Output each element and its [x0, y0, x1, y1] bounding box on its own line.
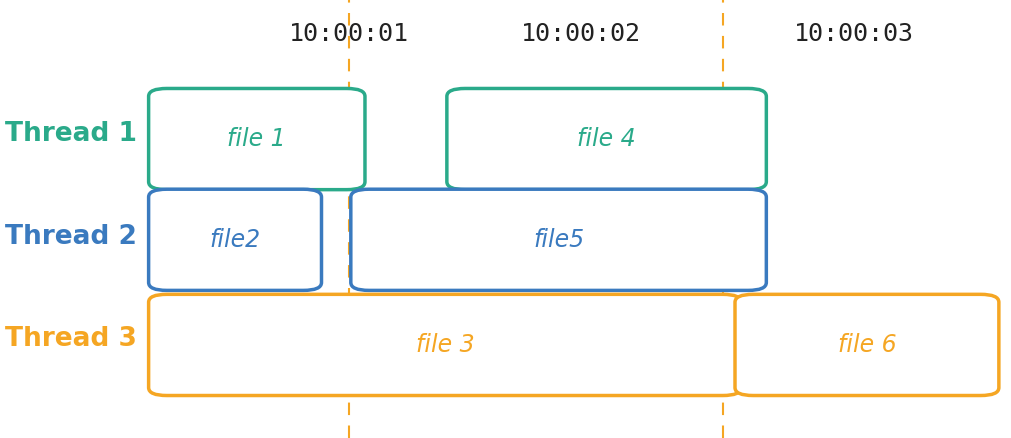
FancyBboxPatch shape — [149, 189, 321, 290]
FancyBboxPatch shape — [735, 294, 999, 396]
Text: Thread 1: Thread 1 — [5, 120, 137, 147]
Text: file2: file2 — [209, 228, 261, 252]
Text: file 4: file 4 — [577, 127, 636, 151]
FancyBboxPatch shape — [149, 294, 741, 396]
Text: file5: file5 — [533, 228, 584, 252]
Text: file 3: file 3 — [416, 333, 474, 357]
FancyBboxPatch shape — [351, 189, 766, 290]
FancyBboxPatch shape — [149, 88, 365, 190]
Text: 10:00:02: 10:00:02 — [522, 22, 641, 46]
Text: file 1: file 1 — [227, 127, 286, 151]
Text: Thread 3: Thread 3 — [5, 326, 136, 353]
Text: Thread 2: Thread 2 — [5, 223, 136, 250]
Text: 10:00:03: 10:00:03 — [795, 22, 914, 46]
FancyBboxPatch shape — [447, 88, 766, 190]
Text: 10:00:01: 10:00:01 — [289, 22, 408, 46]
Text: file 6: file 6 — [838, 333, 896, 357]
